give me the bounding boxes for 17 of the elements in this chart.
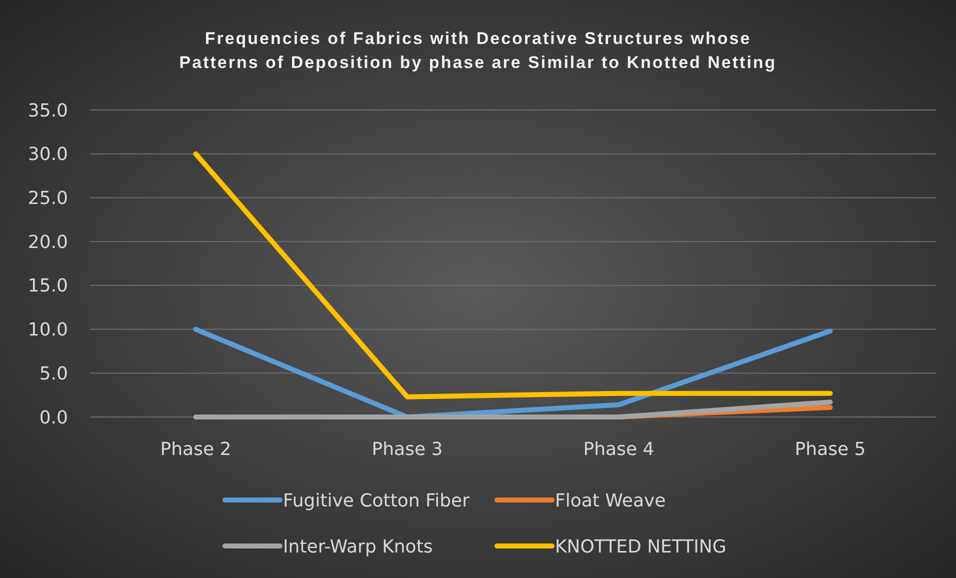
y-tick-label: 20.0: [28, 232, 68, 253]
y-tick-label: 25.0: [28, 188, 68, 210]
y-tick-label: 5.0: [39, 363, 68, 384]
x-tick-label: Phase 2: [160, 439, 232, 460]
legend-label: KNOTTED NETTING: [555, 536, 726, 558]
legend-label: Fugitive Cotton Fiber: [283, 490, 470, 512]
legend-label: Float Weave: [555, 490, 666, 512]
x-tick-label: Phase 3: [372, 439, 443, 460]
legend-label: Inter-Warp Knots: [283, 536, 433, 558]
y-tick-label: 15.0: [28, 276, 68, 297]
x-tick-label: Phase 4: [583, 439, 654, 460]
chart-title: Frequencies of Fabrics with Decorative Structures whose Patterns of Deposition by phase are Similar to Knotted Netting: [179, 29, 777, 72]
x-tick-label: Phase 5: [794, 439, 866, 460]
y-tick-label: 30.0: [28, 144, 68, 166]
y-tick-label: 10.0: [28, 320, 68, 341]
y-tick-label: 35.0: [28, 100, 68, 122]
y-tick-label: 0.0: [39, 407, 68, 428]
